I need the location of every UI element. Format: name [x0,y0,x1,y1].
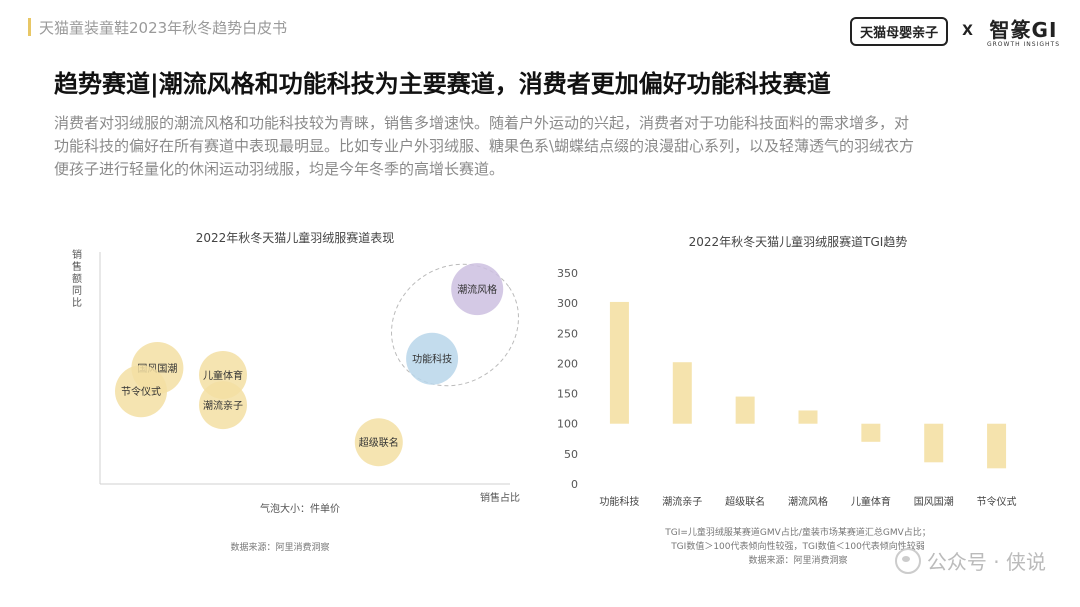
y-tick-label: 300 [557,297,578,310]
highlight-ellipse [391,263,519,387]
y-tick-label: 250 [557,327,578,340]
bubble-point [199,381,247,430]
watermark-text: 公众号 · 侠说 [926,550,1046,574]
y-tick-label: 0 [571,478,578,491]
accent-bar [28,18,31,36]
bubble-label: 儿童体育 [203,369,243,382]
bubble-chart-svg: 2022年秋冬天猫儿童羽绒服赛道表现销售额同比销售占比气泡大小：件单价数据来源：… [72,230,520,553]
x-tick-label: 潮流亲子 [662,495,702,508]
y-axis-label-char: 额 [72,272,82,285]
tmall-logo: 天猫母婴亲子 [850,16,949,46]
bar-chart-title: 2022年秋冬天猫儿童羽绒服赛道TGI趋势 [689,234,908,249]
y-tick-label: 100 [557,418,578,431]
y-axis-label-char: 比 [72,297,82,309]
tgi-bar [735,396,755,424]
chart-note: 数据来源：阿里消费洞察 [748,554,847,566]
logo-separator: X [962,23,973,39]
doc-title: 天猫童装童鞋2023年秋冬趋势白皮书 [39,18,288,37]
page-headline: 趋势赛道|潮流风格和功能科技为主要赛道，消费者更加偏好功能科技赛道 [54,70,831,98]
tgi-bar [609,301,629,424]
wechat-icon [894,547,921,574]
tgi-bar [987,423,1007,469]
x-tick-label: 超级联名 [725,495,765,508]
description: 消费者对羽绒服的潮流风格和功能科技较为青睐，销售多增速快。随着户外运动的兴起，消… [54,112,1034,181]
tgi-bar-chart: 2022年秋冬天猫儿童羽绒服赛道TGI趋势 0 50 100 150 200 250 300 3… [548,226,1048,576]
logo-group: 天猫母婴亲子 X 智篆GI GROWTH INSIGHTS [850,14,1060,48]
tgi-bar-chart-svg: 2022年秋冬天猫儿童羽绒服赛道TGI趋势 0 50 100 150 200 250 300 3… [557,234,1017,566]
y-tick-label: 150 [557,388,578,401]
y-tick-label: 350 [557,267,578,280]
y-tick-label: 200 [557,357,578,370]
x-tick-label: 潮流风格 [788,495,828,508]
x-tick-label: 国风国潮 [914,495,954,508]
bubble-point [115,365,167,418]
x-tick-label: 儿童体育 [851,495,891,508]
description-line: 功能科技的偏好在所有赛道中表现最明显。比如专业户外羽绒服、糖果色系\蝴蝶结点缀的… [54,137,915,155]
bubble-label: 超级联名 [359,436,399,449]
tgi-bar [861,423,881,442]
y-axis-label-char: 同 [72,285,82,297]
bubble-label: 潮流风格 [457,283,497,296]
bubble-point [406,332,459,385]
doc-header: 天猫童装童鞋2023年秋冬趋势白皮书 [28,14,287,40]
x-axis-label: 销售占比 [480,491,520,504]
tgi-bar [924,423,944,463]
bubble-chart-title: 2022年秋冬天猫儿童羽绒服赛道表现 [196,230,395,245]
bubble-label: 潮流亲子 [203,399,243,412]
description-line: 便孩子进行轻量化的休闲运动羽绒服，均是今年冬季的高增长赛道。 [54,160,505,178]
tgi-bar [672,362,692,424]
watermark: 公众号 · 侠说 [894,546,1046,575]
x-tick-label: 功能科技 [599,495,639,508]
y-axis-label-char: 售 [72,260,82,273]
zz-logo-text: 智篆GI [989,18,1058,42]
bubble-chart: 2022年秋冬天猫儿童羽绒服赛道表现销售额同比销售占比气泡大小：件单价数据来源：… [60,222,530,562]
bubble-point [451,263,504,316]
bubble-label: 功能科技 [412,353,452,366]
description-line: 消费者对羽绒服的潮流风格和功能科技较为青睐，销售多增速快。随着户外运动的兴起，消… [54,114,910,132]
y-tick-label: 50 [564,448,578,461]
chart-note: TGI数值＞100代表倾向性较强，TGI数值＜100代表倾向性较弱 [670,540,925,552]
size-label: 气泡大小：件单价 [260,502,340,515]
bubble-source: 数据来源：阿里消费洞察 [230,541,329,553]
bubble-label: 节令仪式 [121,385,161,398]
x-tick-label: 节令仪式 [977,495,1017,508]
chart-note: TGI=儿童羽绒服某赛道GMV占比/童装市场某赛道汇总GMV占比； [664,526,931,538]
zz-logo: 智篆GI GROWTH INSIGHTS [987,14,1060,48]
bubble-point [354,418,403,467]
y-axis-label-char: 销 [72,248,82,261]
zz-logo-sub: GROWTH INSIGHTS [986,41,1060,48]
tgi-bar [798,410,818,424]
